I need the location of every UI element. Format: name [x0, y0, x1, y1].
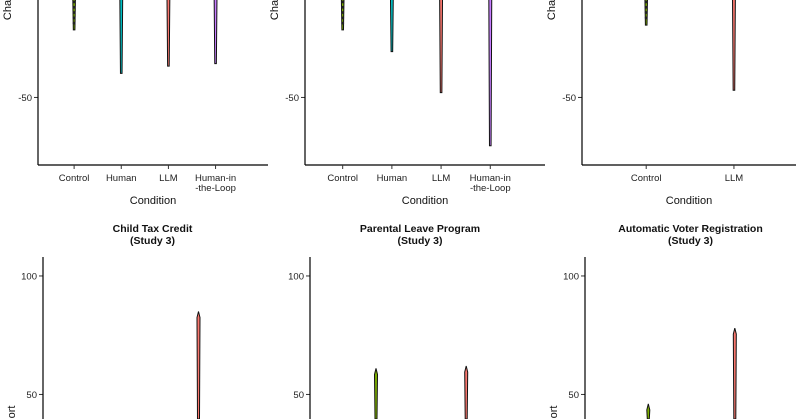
- y-tick-label: 100: [563, 271, 579, 282]
- x-axis-title: Condition: [666, 195, 712, 207]
- outlier-point: [644, 11, 648, 14]
- x-tick-label: Human: [377, 173, 408, 184]
- y-axis-label: Cha: [269, 0, 281, 20]
- outlier-point: [72, 11, 76, 14]
- y-tick-label: 100: [288, 271, 304, 282]
- outlier-point: [341, 0, 345, 4]
- outlier-point: [341, 11, 345, 14]
- panel-title-line: Child Tax Credit: [113, 223, 193, 235]
- panel-6: Automatic Voter Registration(Study 3) ort…: [548, 223, 763, 419]
- x-tick-label: Control: [59, 173, 90, 184]
- x-tick-label: LLM: [159, 173, 178, 184]
- x-tick-label: LLM: [432, 173, 451, 184]
- panel-4: Child Tax Credit(Study 3) ort 100 50: [6, 223, 201, 419]
- x-tick-label: Human: [106, 173, 137, 184]
- panel-title-line: Parental Leave Program: [360, 223, 480, 235]
- y-tick-label: -50: [562, 93, 576, 104]
- outlier-point: [341, 16, 345, 20]
- y-tick-label: -50: [285, 93, 299, 104]
- x-tick-label: Control: [631, 173, 662, 184]
- outlier-point: [72, 0, 76, 4]
- y-axis-label: ort: [6, 406, 18, 419]
- outlier-point: [644, 0, 648, 4]
- violin-control: [373, 368, 379, 419]
- y-tick-label: -50: [18, 93, 32, 104]
- violin-human-in-the-loop: [213, 0, 218, 65]
- violin-control: [72, 0, 76, 31]
- y-axis-label: Cha: [2, 0, 14, 20]
- panel-title-line: (Study 3): [668, 235, 713, 247]
- panel-1: Cha0-50ControlHumanLLMHuman-in-the-LoopC…: [2, 0, 268, 207]
- violin-llm: [732, 327, 737, 419]
- y-axis-label: Cha: [546, 0, 558, 20]
- x-tick-label: Human-in: [470, 173, 511, 184]
- panel-title-line: Automatic Voter Registration: [618, 223, 763, 235]
- outlier-point: [644, 5, 648, 9]
- outlier-point: [341, 21, 345, 25]
- violin-llm: [732, 0, 736, 91]
- y-tick-label: 50: [26, 390, 37, 401]
- violin-llm: [196, 311, 201, 419]
- violin-human: [390, 0, 394, 53]
- x-axis-title: Condition: [130, 195, 176, 207]
- outlier-point: [72, 16, 76, 20]
- x-axis-title: Condition: [402, 195, 448, 207]
- violin-control: [646, 403, 651, 419]
- violin-llm: [439, 0, 444, 94]
- violin-llm: [166, 0, 171, 67]
- panel-2: Cha0-50ControlHumanLLMHuman-in-the-LoopC…: [269, 0, 545, 207]
- panel-title-line: (Study 3): [130, 235, 175, 247]
- y-axis-label: ort: [548, 406, 560, 419]
- x-tick-label: Control: [327, 173, 358, 184]
- x-tick-label: LLM: [725, 173, 744, 184]
- x-tick-label: -the-Loop: [470, 183, 511, 194]
- x-tick-label: -the-Loop: [195, 183, 236, 194]
- outlier-point: [341, 5, 345, 9]
- y-tick-label: 50: [568, 390, 579, 401]
- outlier-point: [72, 21, 76, 25]
- violin-human-in-the-loop: [488, 0, 493, 147]
- y-tick-label: 100: [21, 271, 37, 282]
- x-tick-label: Human-in: [195, 173, 236, 184]
- violin-human: [119, 0, 124, 74]
- violin-llm: [464, 365, 469, 419]
- panel-5: Parental Leave Program(Study 3) 100 50: [288, 223, 480, 419]
- outlier-point: [72, 5, 76, 9]
- violin-control: [340, 0, 345, 31]
- y-tick-label: 50: [293, 390, 304, 401]
- outlier-point: [644, 16, 648, 20]
- panel-title-line: (Study 3): [398, 235, 443, 247]
